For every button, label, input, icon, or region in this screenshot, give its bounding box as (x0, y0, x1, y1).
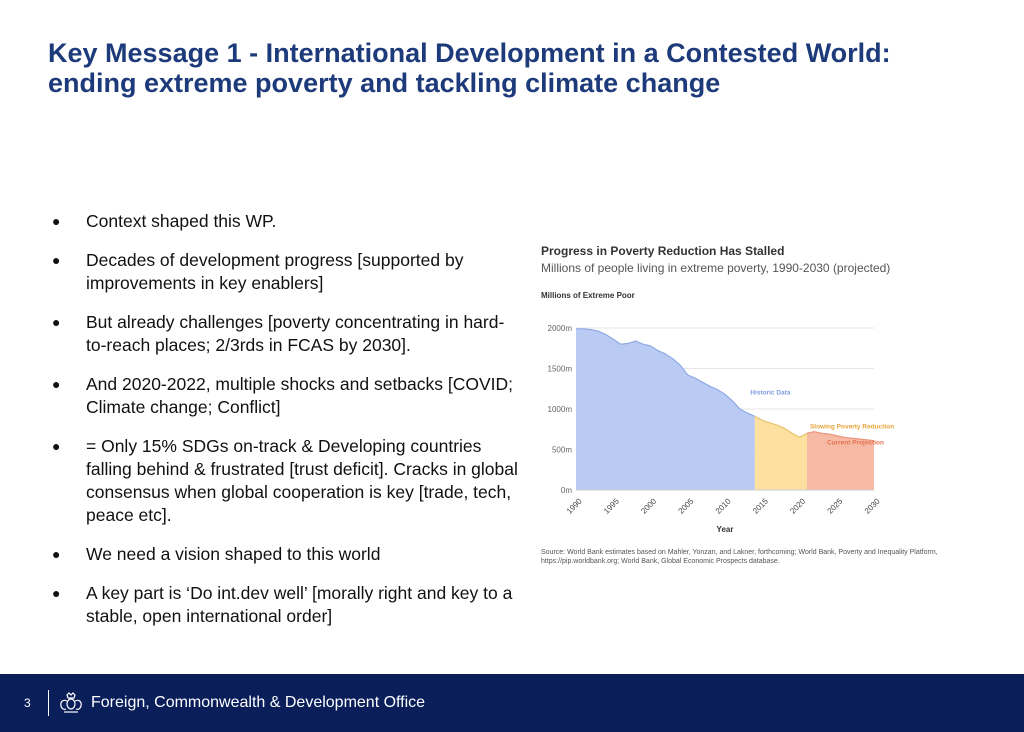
chart-y-axis-label: Millions of Extreme Poor (541, 291, 635, 300)
bullet-item: ● And 2020-2022, multiple shocks and setb… (48, 373, 518, 419)
chart-y-tick-label: 2000m (548, 324, 573, 333)
chart-x-tick-label: 2020 (788, 496, 807, 515)
bullet-text: Context shaped this WP. (86, 211, 277, 231)
chart-line-series-3 (806, 431, 875, 442)
chart-y-tick-label: 500m (552, 446, 572, 455)
organisation-name: Foreign, Commonwealth & Development Offi… (91, 694, 426, 711)
chart-plot: 0m 500m 1000m 1500m 2000m 1990 1995 2000 2005 201… (548, 324, 895, 534)
bullet-item: ● Decades of development progress [suppor… (48, 249, 518, 295)
chart-x-tick-label: 1995 (602, 496, 621, 515)
footer-bar: 3 Foreign, Commonwealth & Development Of… (0, 674, 1024, 732)
bullet-dot-icon: ● (52, 546, 61, 562)
bullet-text: We need a vision shaped to this world (86, 544, 381, 564)
chart-x-tick-label: 2030 (863, 496, 882, 515)
chart-area-series-1 (576, 328, 755, 490)
bullet-item: ● Context shaped this WP. (48, 210, 518, 233)
bullet-dot-icon: ● (52, 438, 61, 454)
slide-title-line-1: Key Message 1 - International Developmen… (48, 38, 891, 68)
chart-x-tick-label: 2000 (639, 496, 658, 515)
chart-x-tick-label: 2015 (751, 496, 770, 515)
chart-series-annotation: Current Projection (827, 440, 884, 447)
bullet-item: ● A key part is ‘Do int.dev well’ [morall… (48, 582, 518, 628)
bullet-dot-icon: ● (52, 314, 61, 330)
bullet-dot-icon: ● (52, 376, 61, 392)
chart-x-tick-label: 2025 (826, 496, 845, 515)
bullet-item: ● But already challenges [poverty concent… (48, 311, 518, 357)
bullet-dot-icon: ● (52, 252, 61, 268)
bullet-text: A key part is ‘Do int.dev well’ [morally… (86, 583, 513, 626)
slide-title-line-2: ending extreme poverty and tackling clim… (48, 68, 721, 98)
chart-area-series-2 (754, 416, 815, 490)
chart-x-tick-label: 1990 (565, 496, 584, 515)
chart-series-annotation: Historic Data (750, 389, 790, 396)
slide-title: Key Message 1 - International Developmen… (48, 38, 948, 98)
bullet-text: And 2020-2022, multiple shocks and setba… (86, 374, 514, 417)
chart-x-axis-label: Year (717, 525, 734, 534)
chart-x-tick-label: 2010 (714, 496, 733, 515)
chart-line-series-2 (754, 415, 815, 438)
footer-divider (48, 690, 49, 716)
chart-source-note: Source: World Bank estimates based on Ma… (541, 549, 938, 565)
bullet-item: ● We need a vision shaped to this world (48, 543, 518, 566)
bullet-text: Decades of development progress [support… (86, 250, 464, 293)
chart-area-series-3 (806, 431, 874, 490)
royal-crest-icon (60, 692, 82, 713)
poverty-chart: Progress in Poverty Reduction Has Stalle… (540, 243, 980, 573)
chart-series-annotation: Slowing Poverty Reduction (810, 423, 894, 430)
bullet-item: ● = Only 15% SDGs on-track & Developing c… (48, 435, 518, 527)
chart-x-tick-label: 2005 (677, 496, 696, 515)
chart-title: Progress in Poverty Reduction Has Stalle… (541, 244, 785, 258)
chart-subtitle: Millions of people living in extreme pov… (541, 261, 891, 275)
chart-line-series-1 (576, 328, 756, 417)
bullet-dot-icon: ● (52, 213, 61, 229)
chart-y-tick-label: 1000m (548, 405, 573, 414)
chart-y-tick-label: 0m (561, 486, 572, 495)
bullet-text: = Only 15% SDGs on-track & Developing co… (86, 436, 518, 525)
chart-y-tick-label: 1500m (548, 365, 573, 374)
bullet-text: But already challenges [poverty concentr… (86, 312, 505, 355)
page-number: 3 (24, 696, 31, 710)
bullet-dot-icon: ● (52, 585, 61, 601)
bullet-list: ● Context shaped this WP. ● Decades of dev… (48, 210, 518, 644)
